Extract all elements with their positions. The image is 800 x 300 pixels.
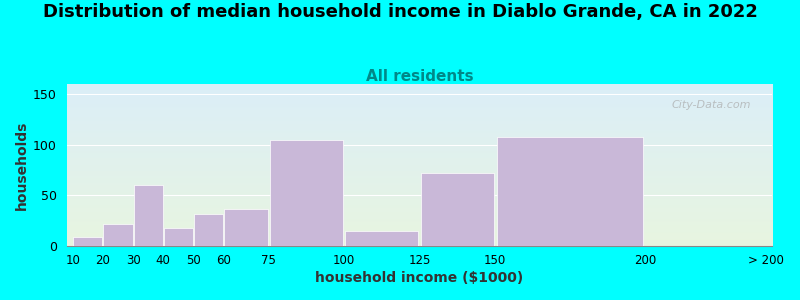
Bar — [498, 136, 643, 246]
Y-axis label: households: households — [15, 120, 29, 210]
X-axis label: household income ($1000): household income ($1000) — [315, 271, 524, 285]
Bar — [164, 228, 193, 246]
Bar — [74, 237, 102, 246]
Bar — [134, 185, 163, 246]
Bar — [103, 224, 133, 246]
Bar — [194, 214, 223, 246]
Bar — [346, 231, 418, 246]
Bar — [224, 208, 268, 246]
Text: Distribution of median household income in Diablo Grande, CA in 2022: Distribution of median household income … — [42, 3, 758, 21]
Bar — [270, 140, 343, 246]
Title: All residents: All residents — [366, 69, 474, 84]
Bar — [421, 173, 494, 246]
Text: City-Data.com: City-Data.com — [672, 100, 751, 110]
